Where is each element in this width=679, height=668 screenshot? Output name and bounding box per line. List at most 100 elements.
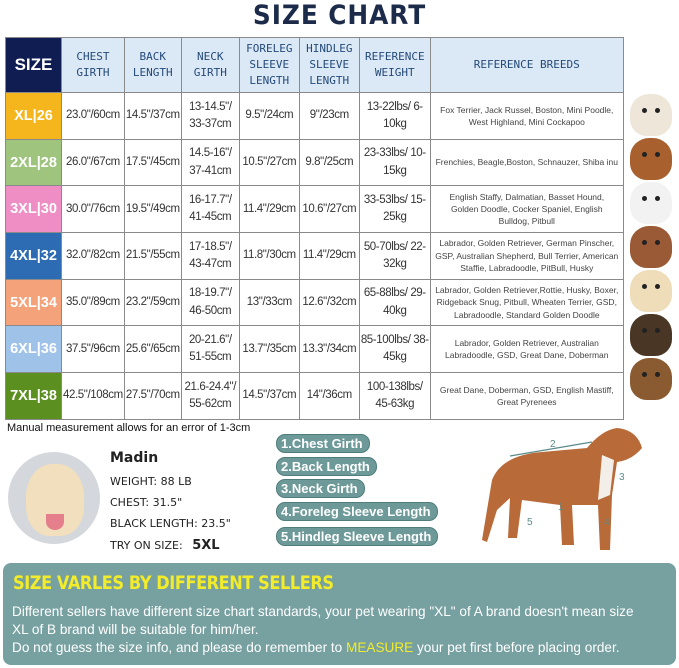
model-chest: CHEST: 31.5" bbox=[110, 496, 183, 509]
model-weight: WEIGHT: 88 LB bbox=[110, 475, 192, 488]
table-row: 2XL|28 26.0"/67cm 17.5"/45cm 14.5-16"/ 37-4… bbox=[5, 138, 624, 187]
breeds-cell: Labrador, Golden Retriever,Rottie, Husky… bbox=[429, 278, 624, 327]
breed-dog-photo bbox=[630, 138, 672, 180]
header-back: BACK LENGTH bbox=[123, 37, 182, 93]
page-title: SIZE CHART bbox=[252, 0, 427, 31]
breeds-cell: Fox Terrier, Jack Russel, Boston, Mini P… bbox=[429, 92, 624, 140]
chest-cell: 32.0"/82cm bbox=[61, 232, 125, 280]
back-cell: 17.5"/45cm bbox=[123, 138, 182, 187]
neck-cell: 17-18.5"/ 43-47cm bbox=[180, 232, 240, 280]
hindleg-cell: 9.8"/25cm bbox=[298, 138, 360, 187]
diagram-label-3: 3 bbox=[619, 472, 625, 483]
breed-photos bbox=[627, 92, 675, 402]
banner-line-3a: Do not guess the size info, and please d… bbox=[12, 640, 346, 655]
foreleg-cell: 10.5"/27cm bbox=[238, 138, 300, 187]
model-try-on: TRY ON SIZE: 5XL bbox=[110, 538, 220, 553]
back-cell: 23.2"/59cm bbox=[123, 278, 182, 327]
size-cell: 2XL|28 bbox=[5, 138, 62, 187]
weight-cell: 33-53lbs/ 15-25kg bbox=[358, 185, 431, 234]
banner-line-2: XL of B brand will be suitable for him/h… bbox=[12, 622, 259, 637]
breed-dog-photo bbox=[630, 270, 672, 312]
banner-title: SIZE VARLES BY DIFFERENT SELLERS bbox=[13, 572, 334, 594]
measurement-note: Manual measurement allows for an error o… bbox=[7, 422, 251, 434]
measure-chest-girth: 1.Chest Girth bbox=[276, 434, 370, 453]
breed-dog-photo bbox=[630, 226, 672, 268]
table-row: 7XL|38 42.5"/108cm 27.5"/70cm 21.6-24.4"/ 5… bbox=[5, 372, 624, 420]
back-cell: 19.5"/49cm bbox=[123, 185, 182, 234]
model-dog-photo bbox=[8, 452, 100, 544]
size-cell: 5XL|34 bbox=[5, 278, 62, 327]
hindleg-cell: 10.6"/27cm bbox=[298, 185, 360, 234]
back-cell: 14.5"/37cm bbox=[123, 92, 182, 140]
header-hindleg: HINDLEG SLEEVE LENGTH bbox=[298, 37, 360, 93]
foreleg-cell: 13.7"/35cm bbox=[238, 325, 300, 374]
weight-cell: 50-70lbs/ 22-32kg bbox=[358, 232, 431, 280]
back-cell: 25.6"/65cm bbox=[123, 325, 182, 374]
size-cell: 7XL|38 bbox=[5, 372, 62, 420]
weight-cell: 100-138lbs/ 45-63kg bbox=[358, 372, 431, 420]
header-weight: REFERENCE WEIGHT bbox=[358, 37, 431, 93]
header-breeds: REFERENCE BREEDS bbox=[429, 37, 624, 93]
hindleg-cell: 11.4"/29cm bbox=[298, 232, 360, 280]
neck-cell: 20-21.6"/ 51-55cm bbox=[180, 325, 240, 374]
hindleg-cell: 14"/36cm bbox=[298, 372, 360, 420]
table-row: 6XL|36 37.5"/96cm 25.6"/65cm 20-21.6"/ 51-5… bbox=[5, 325, 624, 374]
weight-cell: 85-100lbs/ 38-45kg bbox=[358, 325, 431, 374]
measurement-diagram-dog: 2 1 3 4 5 bbox=[482, 428, 642, 550]
measure-neck-girth: 3.Neck Girth bbox=[276, 479, 365, 498]
measure-back-length: 2.Back Length bbox=[276, 457, 377, 476]
try-on-label: TRY ON SIZE: bbox=[110, 539, 183, 552]
size-cell: 6XL|36 bbox=[5, 325, 62, 374]
size-cell: 3XL|30 bbox=[5, 185, 62, 234]
banner-line-3c: your pet first before placing order. bbox=[413, 640, 620, 655]
chest-cell: 26.0"/67cm bbox=[61, 138, 125, 187]
try-on-size: 5XL bbox=[192, 538, 220, 553]
neck-cell: 21.6-24.4"/ 55-62cm bbox=[180, 372, 240, 420]
breeds-cell: Labrador, Golden Retriever, Australian L… bbox=[429, 325, 624, 374]
diagram-label-2: 2 bbox=[550, 439, 556, 450]
breed-dog-photo bbox=[630, 358, 672, 400]
hindleg-cell: 13.3"/34cm bbox=[298, 325, 360, 374]
table-row: 5XL|34 35.0"/89cm 23.2"/59cm 18-19.7"/ 46-5… bbox=[5, 278, 624, 327]
foreleg-cell: 9.5"/24cm bbox=[238, 92, 300, 140]
foreleg-cell: 11.8"/30cm bbox=[238, 232, 300, 280]
diagram-label-1: 1 bbox=[558, 502, 564, 513]
breed-dog-photo bbox=[630, 182, 672, 224]
neck-cell: 13-14.5"/ 33-37cm bbox=[180, 92, 240, 140]
measure-foreleg-sleeve: 4.Foreleg Sleeve Length bbox=[276, 502, 438, 521]
breed-dog-photo bbox=[630, 94, 672, 136]
measure-hindleg-sleeve: 5.Hindleg Sleeve Length bbox=[276, 527, 439, 546]
chest-cell: 30.0"/76cm bbox=[61, 185, 125, 234]
weight-cell: 13-22lbs/ 6-10kg bbox=[358, 92, 431, 140]
model-length: BLACK LENGTH: 23.5" bbox=[110, 517, 231, 530]
chest-cell: 37.5"/96cm bbox=[61, 325, 125, 374]
back-cell: 27.5"/70cm bbox=[123, 372, 182, 420]
hindleg-cell: 12.6"/32cm bbox=[298, 278, 360, 327]
sellers-notice-banner: SIZE VARLES BY DIFFERENT SELLERS Differe… bbox=[3, 563, 676, 665]
breeds-cell: Labrador, Golden Retriever, German Pinsc… bbox=[429, 232, 624, 280]
weight-cell: 23-33lbs/ 10-15kg bbox=[358, 138, 431, 187]
banner-line-3: Do not guess the size info, and please d… bbox=[12, 640, 620, 656]
table-row: 4XL|32 32.0"/82cm 21.5"/55cm 17-18.5"/ 43-4… bbox=[5, 232, 624, 280]
neck-cell: 14.5-16"/ 37-41cm bbox=[180, 138, 240, 187]
table-row: 3XL|30 30.0"/76cm 19.5"/49cm 16-17.7"/ 41-4… bbox=[5, 185, 624, 234]
size-cell: 4XL|32 bbox=[5, 232, 62, 280]
header-size: SIZE bbox=[5, 37, 62, 93]
banner-line-1: Different sellers have different size ch… bbox=[12, 604, 634, 619]
breeds-cell: Frenchies, Beagle,Boston, Schnauzer, Shi… bbox=[429, 138, 624, 187]
size-cell: XL|26 bbox=[5, 92, 62, 140]
diagram-label-5: 5 bbox=[527, 517, 533, 528]
foreleg-cell: 11.4"/29cm bbox=[238, 185, 300, 234]
back-cell: 21.5"/55cm bbox=[123, 232, 182, 280]
chest-cell: 42.5"/108cm bbox=[61, 372, 125, 420]
foreleg-cell: 13"/33cm bbox=[238, 278, 300, 327]
header-chest: CHEST GIRTH bbox=[61, 37, 125, 93]
neck-cell: 16-17.7"/ 41-45cm bbox=[180, 185, 240, 234]
breeds-cell: Great Dane, Doberman, GSD, English Masti… bbox=[429, 372, 624, 420]
hindleg-cell: 9"/23cm bbox=[298, 92, 360, 140]
diagram-label-4: 4 bbox=[604, 517, 610, 528]
header-row: SIZE CHEST GIRTH BACK LENGTH NECK GIRTH … bbox=[5, 37, 624, 93]
header-neck: NECK GIRTH bbox=[180, 37, 240, 93]
chest-cell: 23.0"/60cm bbox=[61, 92, 125, 140]
breeds-cell: English Staffy, Dalmatian, Basset Hound,… bbox=[429, 185, 624, 234]
